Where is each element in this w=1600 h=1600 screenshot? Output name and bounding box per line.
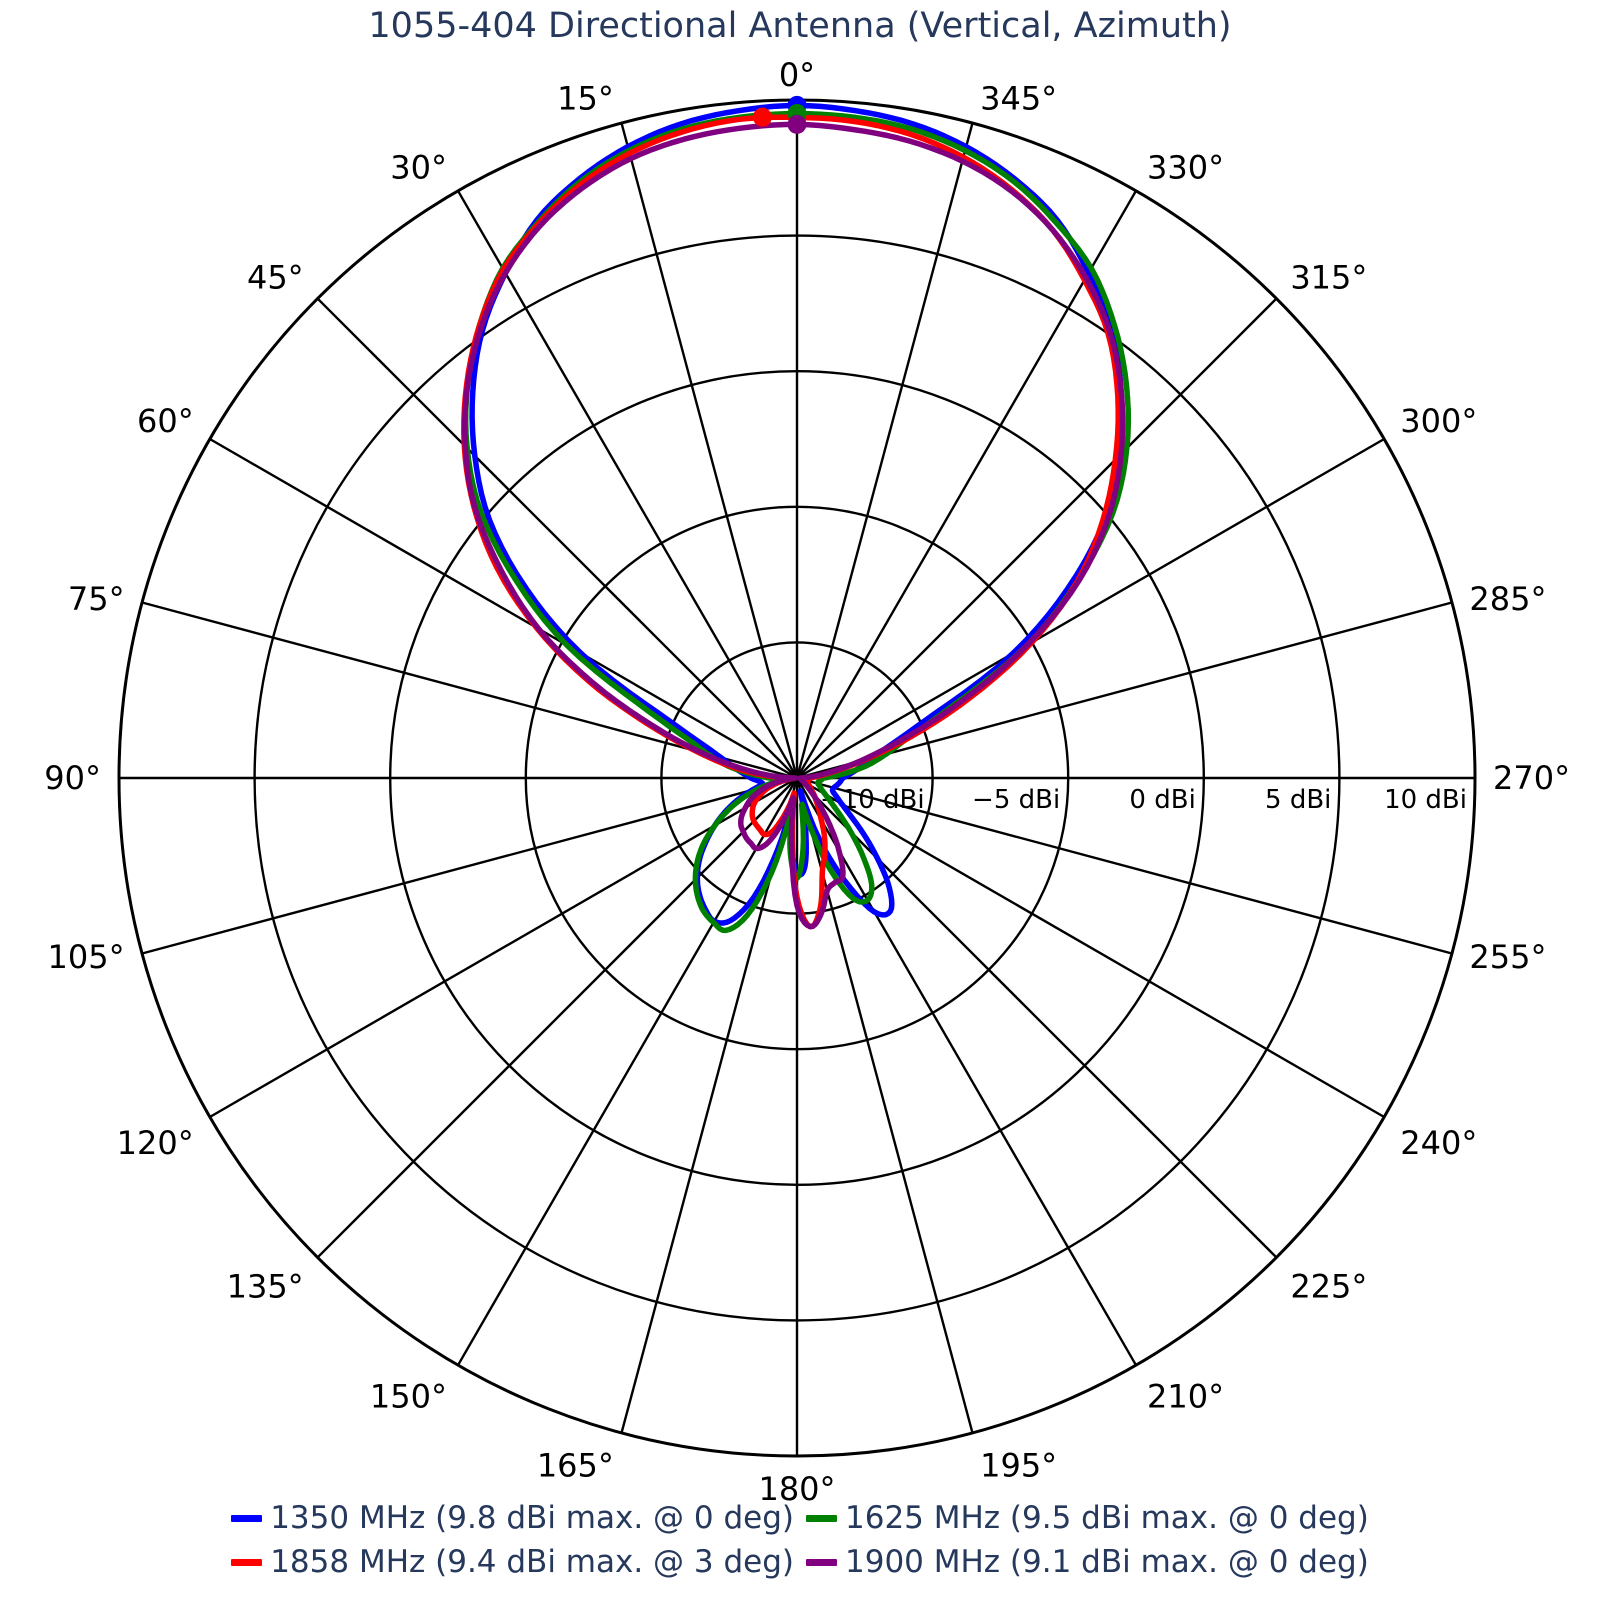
angle-tick-label: 330° (1147, 149, 1224, 187)
grid-spoke (209, 437, 798, 780)
grid-spoke (796, 601, 1453, 780)
grid-spoke (316, 777, 798, 1259)
legend-row: 1350 MHz (9.8 dBi max. @ 0 deg) 1625 MHz … (231, 1500, 1369, 1536)
grid-spoke (796, 776, 1385, 1119)
angle-tick-label: 315° (1290, 259, 1367, 297)
legend-item-1858-mhz: 1858 MHz (9.4 dBi max. @ 3 deg) (231, 1544, 794, 1580)
legend-swatch (806, 1558, 837, 1566)
grid-spoke (141, 776, 798, 955)
angle-tick-label: 255° (1469, 938, 1546, 976)
angle-tick-label: 240° (1400, 1124, 1477, 1162)
legend: 1350 MHz (9.8 dBi max. @ 0 deg) 1625 MHz … (0, 1500, 1600, 1580)
legend-label: 1625 MHz (9.5 dBi max. @ 0 deg) (845, 1500, 1369, 1536)
angle-tick-label: 225° (1290, 1267, 1367, 1305)
grid-spoke (796, 777, 1278, 1259)
angle-tick-label: 195° (980, 1446, 1057, 1484)
radial-tick-label: −5 dBi (972, 785, 1060, 815)
grid-spoke (620, 777, 799, 1434)
angle-tick-label: 300° (1400, 402, 1477, 440)
legend-label: 1900 MHz (9.1 dBi max. @ 0 deg) (845, 1544, 1369, 1580)
angle-tick-label: 75° (68, 580, 125, 618)
grid-spoke (456, 777, 799, 1366)
angle-tick-label: 270° (1493, 759, 1570, 797)
chart-title: 1055-404 Directional Antenna (Vertical, … (368, 6, 1232, 46)
angle-tick-label: 210° (1147, 1377, 1224, 1415)
angle-tick-label: 45° (247, 259, 304, 297)
legend-label: 1350 MHz (9.8 dBi max. @ 0 deg) (270, 1500, 794, 1536)
angle-tick-label: 15° (557, 80, 614, 118)
legend-swatch (231, 1558, 263, 1566)
legend-label: 1858 MHz (9.4 dBi max. @ 3 deg) (270, 1544, 794, 1580)
angle-tick-label: 135° (227, 1267, 304, 1305)
angle-tick-label: 150° (370, 1377, 447, 1415)
legend-row: 1858 MHz (9.4 dBi max. @ 3 deg) 1900 MHz … (231, 1544, 1369, 1580)
angle-tick-label: 30° (390, 149, 447, 187)
legend-item-1350-mhz: 1350 MHz (9.8 dBi max. @ 0 deg) (231, 1500, 794, 1536)
grid-spoke (316, 297, 798, 779)
grid-spoke (796, 437, 1385, 780)
angle-tick-label: 60° (137, 402, 194, 440)
legend-swatch (231, 1514, 263, 1522)
radial-tick-label: 5 dBi (1265, 785, 1331, 815)
angle-tick-label: 345° (980, 80, 1057, 118)
grid-spoke (796, 297, 1278, 779)
angle-tick-label: 165° (537, 1446, 614, 1484)
grid-spoke (209, 776, 798, 1119)
angle-tick-label: 180° (758, 1470, 835, 1508)
peak-marker-1900-mhz (787, 114, 807, 134)
grid-spoke (795, 777, 1138, 1366)
series-curve-1900-mhz (461, 121, 1126, 930)
grid-spoke (620, 122, 799, 779)
angle-tick-label: 285° (1469, 580, 1546, 618)
legend-item-1625-mhz: 1625 MHz (9.5 dBi max. @ 0 deg) (806, 1500, 1369, 1536)
grid-spoke (795, 122, 974, 779)
radial-tick-label: 10 dBi (1384, 785, 1467, 815)
legend-swatch (806, 1514, 837, 1522)
grid-spoke (795, 190, 1138, 779)
grid-spoke (796, 776, 1453, 955)
peak-marker-1858-mhz (752, 107, 772, 127)
legend-item-1900-mhz: 1900 MHz (9.1 dBi max. @ 0 deg) (806, 1544, 1369, 1580)
grid-spoke (456, 190, 799, 779)
angle-tick-label: 120° (117, 1124, 194, 1162)
radial-tick-label: 0 dBi (1129, 785, 1195, 815)
angle-tick-label: 90° (44, 759, 101, 797)
angle-tick-label: 105° (48, 938, 125, 976)
angle-tick-label: 0° (779, 56, 815, 94)
